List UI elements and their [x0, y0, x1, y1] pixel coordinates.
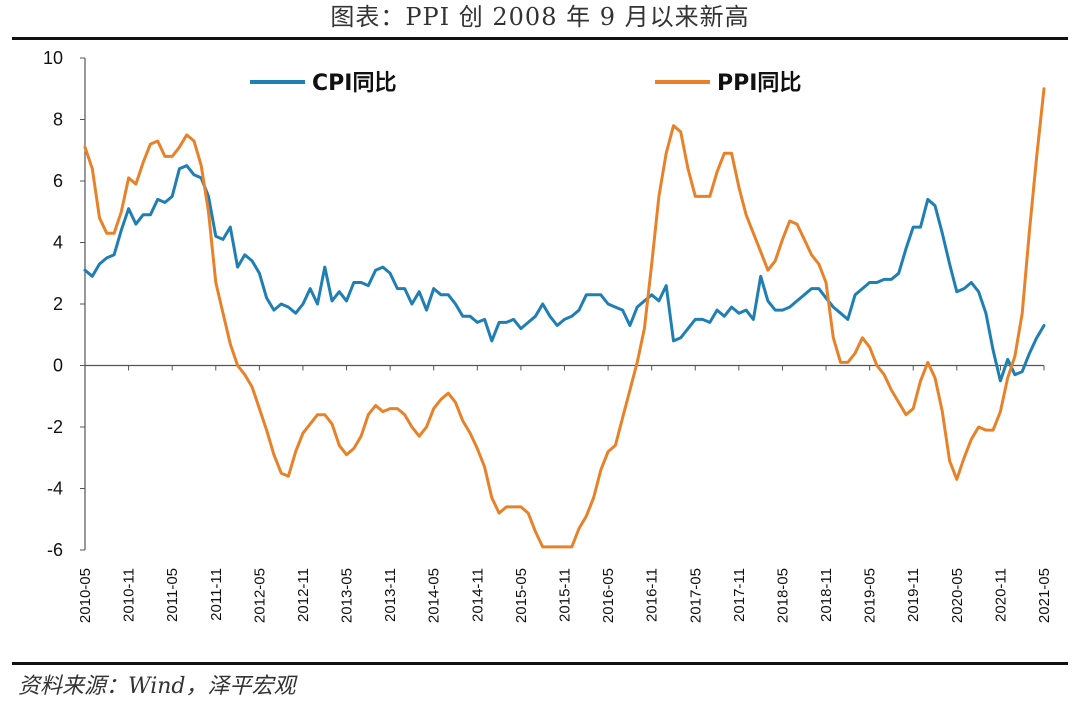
x-tick-label: 2014-11 — [469, 568, 486, 622]
y-tick-label: -6 — [47, 540, 63, 560]
x-tick-label: 2019-05 — [862, 568, 879, 623]
x-tick-label: 2017-11 — [731, 568, 748, 622]
x-tick-label: 2019-11 — [905, 568, 922, 622]
x-tick-label: 2013-05 — [339, 568, 356, 623]
y-tick-label: 6 — [53, 171, 63, 191]
y-tick-label: 4 — [53, 233, 63, 253]
x-tick-label: 2018-05 — [774, 568, 791, 623]
y-tick-label: -2 — [47, 417, 63, 437]
x-tick-label: 2014-05 — [426, 568, 443, 623]
cpi-legend-label: CPI同比 — [312, 71, 396, 96]
y-tick-label: 8 — [53, 110, 63, 130]
x-tick-label: 2016-11 — [644, 568, 661, 622]
x-tick-label: 2010-05 — [77, 568, 94, 623]
cpi-series-line — [83, 164, 1046, 383]
axes-group — [80, 57, 1045, 551]
legend: CPI同比 PPI同比 — [250, 71, 801, 96]
y-tick-label: 2 — [53, 294, 63, 314]
x-tick-label: 2021-05 — [1036, 568, 1053, 623]
x-tick-label: 2015-05 — [513, 568, 530, 623]
x-tick-label: 2012-05 — [251, 568, 268, 623]
source-note: 资料来源：Wind，泽平宏观 — [18, 674, 296, 699]
page-title: 图表：PPI 创 2008 年 9 月以来新高 — [330, 3, 750, 31]
x-tick-label: 2011-11 — [208, 568, 225, 621]
x-tick-label: 2011-05 — [164, 568, 181, 622]
top-rule — [12, 37, 1068, 40]
y-tick-label: 10 — [43, 48, 63, 68]
ppi-legend-label: PPI同比 — [717, 71, 801, 96]
x-tick-label: 2013-11 — [382, 568, 399, 622]
ppi-series-line — [83, 87, 1046, 549]
series-lines — [83, 87, 1046, 549]
y-tick-label: -4 — [47, 479, 63, 499]
line-chart: 10 8 6 4 2 0 -2 -4 -6 2010-05 2010-11 2011-05 2011-… — [43, 48, 1053, 623]
x-tick-label: 2016-05 — [600, 568, 617, 623]
x-tick-label: 2018-11 — [818, 568, 835, 622]
x-tick-label: 2020-05 — [949, 568, 966, 623]
y-tick-label: 0 — [53, 356, 63, 376]
x-axis-tick-labels: 2010-05 2010-11 2011-05 2011-11 2012-05 2012-… — [77, 568, 1053, 623]
x-tick-label: 2015-11 — [557, 568, 574, 622]
x-tick-label: 2017-05 — [687, 568, 704, 623]
x-tick-label: 2010-11 — [121, 568, 138, 622]
bottom-rule — [12, 662, 1068, 665]
x-tick-label: 2020-11 — [992, 568, 1009, 622]
y-axis-tick-labels: 10 8 6 4 2 0 -2 -4 -6 — [43, 48, 63, 560]
x-tick-label: 2012-11 — [295, 568, 312, 622]
